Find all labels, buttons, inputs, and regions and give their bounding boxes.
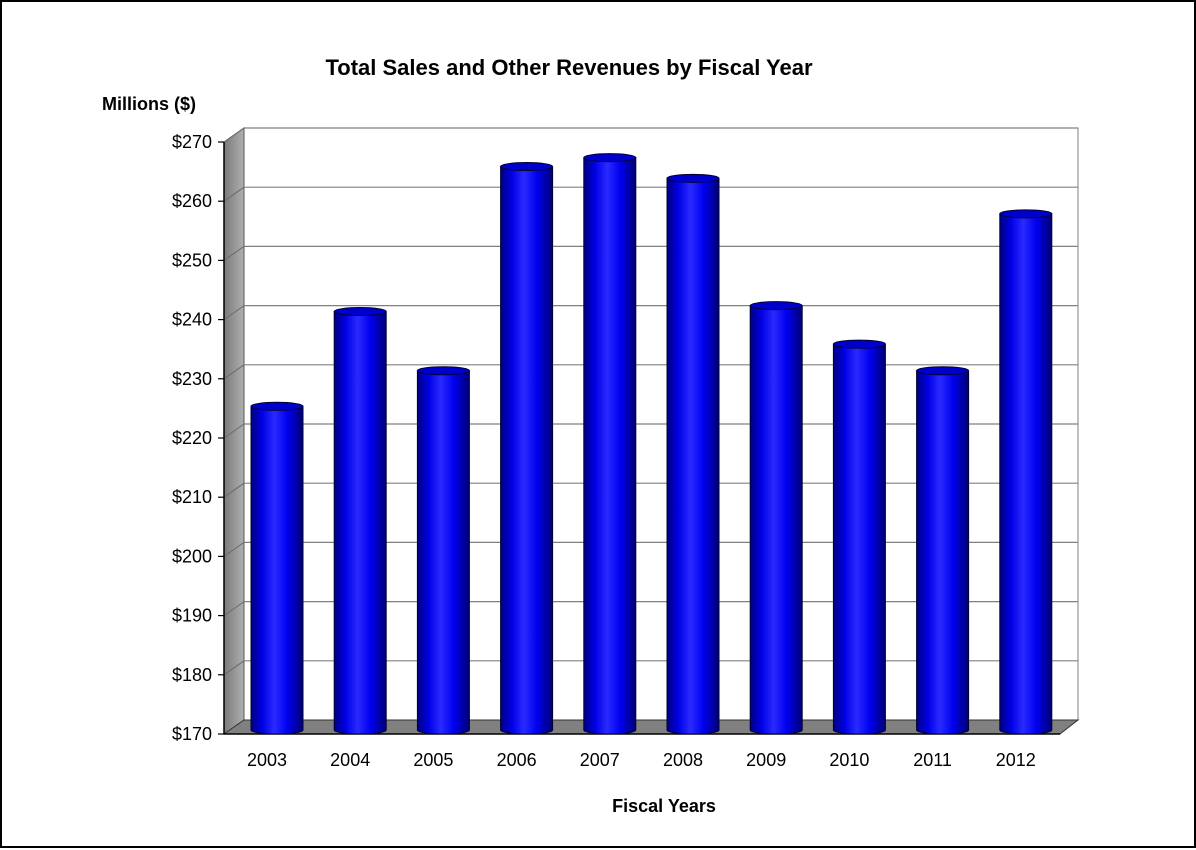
y-gridline-wall	[223, 660, 245, 676]
x-tick-label: 2006	[497, 750, 537, 770]
y-tick-label: $250	[172, 250, 212, 270]
bar	[583, 153, 637, 735]
bar-body	[416, 370, 470, 735]
bar-body	[999, 213, 1053, 735]
y-gridline-wall	[223, 364, 245, 380]
bar	[999, 209, 1053, 735]
bar-body	[666, 177, 720, 735]
y-tick-label: $240	[172, 310, 212, 330]
bar-top	[416, 366, 470, 376]
bar-top	[916, 366, 970, 376]
bar-body	[583, 157, 637, 735]
y-gridline-wall	[223, 601, 245, 617]
y-tick-label: $210	[172, 487, 212, 507]
x-tick-label: 2005	[413, 750, 453, 770]
bar	[500, 162, 554, 735]
y-gridline-wall	[223, 482, 245, 498]
x-axis-title: Fiscal Years	[612, 796, 716, 816]
y-gridline-wall	[223, 127, 245, 143]
bar-body	[500, 166, 554, 735]
bar-top	[832, 339, 886, 349]
x-tick-label: 2007	[580, 750, 620, 770]
y-axis-title: Millions ($)	[102, 94, 196, 114]
bar-body	[333, 311, 387, 735]
y-tick-label: $270	[172, 132, 212, 152]
bar	[250, 401, 304, 735]
y-tick-label: $170	[172, 724, 212, 744]
bar-top	[749, 301, 803, 311]
bar-body	[916, 370, 970, 735]
y-tick-label: $230	[172, 369, 212, 389]
bar	[333, 307, 387, 735]
x-tick-label: 2012	[996, 750, 1036, 770]
y-tick-label: $260	[172, 191, 212, 211]
bar	[916, 366, 970, 735]
y-gridline-wall	[223, 423, 245, 439]
chart-title: Total Sales and Other Revenues by Fiscal…	[325, 55, 813, 80]
bar-top	[583, 153, 637, 163]
bar-body	[749, 305, 803, 735]
plot-area: $170 $180 $190 $200 $210 $220 $230 $240 $250 $260…	[172, 127, 1080, 770]
bar-body	[832, 343, 886, 735]
y-tick-label: $180	[172, 665, 212, 685]
bar	[749, 301, 803, 735]
bar	[832, 339, 886, 735]
y-gridline-wall	[223, 245, 245, 261]
x-tick-label: 2008	[663, 750, 703, 770]
x-tick-label: 2009	[746, 750, 786, 770]
bar	[416, 366, 470, 735]
bar-top	[500, 162, 554, 172]
bar	[666, 173, 720, 735]
bar-top	[333, 307, 387, 317]
y-gridline-wall	[223, 186, 245, 202]
bar-top	[999, 209, 1053, 219]
x-tick-label: 2004	[330, 750, 370, 770]
y-tick-label: $200	[172, 546, 212, 566]
x-tick-label: 2011	[913, 750, 952, 770]
bar-top	[250, 401, 304, 411]
y-gridline-wall	[223, 305, 245, 321]
bar-top	[666, 173, 720, 183]
bar-body	[250, 405, 304, 735]
y-gridline-wall	[223, 541, 245, 557]
x-tick-label: 2010	[829, 750, 869, 770]
x-tick-label: 2003	[247, 750, 287, 770]
y-tick-label: $190	[172, 606, 212, 626]
y-tick-label: $220	[172, 428, 212, 448]
